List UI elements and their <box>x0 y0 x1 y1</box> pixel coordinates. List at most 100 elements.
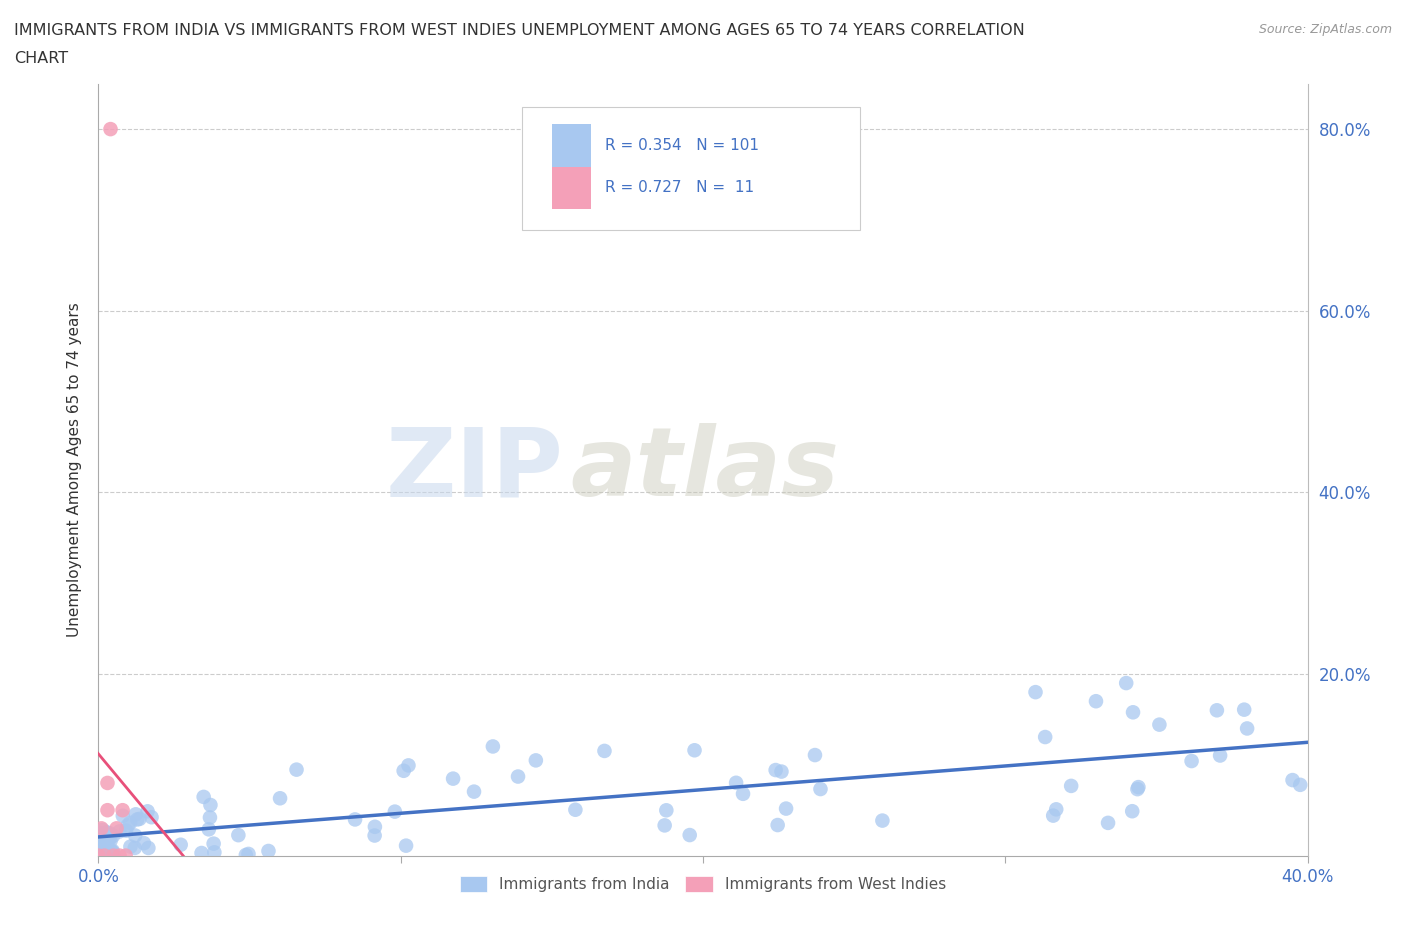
Point <box>138 841 160 856</box>
Text: IMMIGRANTS FROM INDIA VS IMMIGRANTS FROM WEST INDIES UNEMPLOYMENT AMONG AGES 65 : IMMIGRANTS FROM INDIA VS IMMIGRANTS FROM… <box>14 23 1025 38</box>
Point <box>98 826 121 841</box>
Point <box>1121 804 1143 818</box>
Point <box>524 753 547 768</box>
Point <box>654 818 676 833</box>
Text: R = 0.354   N = 101: R = 0.354 N = 101 <box>605 138 759 153</box>
Point <box>593 743 616 758</box>
Bar <box>551 166 591 209</box>
Point <box>1126 782 1149 797</box>
Legend: Immigrants from India, Immigrants from West Indies: Immigrants from India, Immigrants from W… <box>454 870 952 898</box>
Point <box>132 836 155 851</box>
Point <box>1045 802 1067 817</box>
Point <box>96 826 118 841</box>
Point <box>96 776 118 790</box>
Point <box>1097 816 1119 830</box>
Point <box>1206 703 1229 718</box>
Point <box>1033 730 1056 745</box>
Point <box>103 829 125 844</box>
Point <box>90 827 112 842</box>
Point <box>482 739 505 754</box>
Point <box>87 842 110 857</box>
Point <box>124 828 146 843</box>
Point <box>1085 694 1108 709</box>
Point <box>770 764 793 779</box>
Point <box>810 781 832 796</box>
Point <box>202 845 225 860</box>
Point <box>128 812 150 827</box>
Point <box>170 837 193 852</box>
Point <box>238 846 260 861</box>
Point <box>94 836 117 851</box>
Point <box>202 836 225 851</box>
Point <box>804 748 827 763</box>
Point <box>384 804 406 819</box>
Point <box>463 784 485 799</box>
Point <box>127 812 149 827</box>
Point <box>731 787 754 802</box>
Point <box>1281 773 1303 788</box>
Point <box>257 844 280 858</box>
Text: ZIP: ZIP <box>387 423 564 516</box>
Point <box>91 822 114 837</box>
Point <box>872 813 894 828</box>
Point <box>97 846 120 861</box>
Point <box>1289 777 1312 792</box>
Point <box>108 848 131 863</box>
Point <box>96 803 118 817</box>
Point <box>94 830 117 845</box>
Point <box>364 819 387 834</box>
Point <box>235 847 257 862</box>
Point <box>198 810 221 825</box>
Point <box>1128 779 1150 794</box>
Point <box>1233 702 1256 717</box>
FancyBboxPatch shape <box>522 107 860 231</box>
Point <box>775 801 797 816</box>
Point <box>363 828 385 843</box>
Point <box>103 848 125 863</box>
Point <box>190 845 212 860</box>
Point <box>101 844 124 858</box>
Point <box>1209 748 1232 763</box>
Point <box>125 807 148 822</box>
Text: R = 0.727   N =  11: R = 0.727 N = 11 <box>605 180 754 195</box>
Point <box>98 831 121 846</box>
Point <box>101 847 124 862</box>
Text: atlas: atlas <box>569 423 839 516</box>
Point <box>114 848 136 863</box>
Point <box>564 803 586 817</box>
Point <box>1024 684 1046 699</box>
Point <box>96 825 118 840</box>
Point <box>1180 753 1202 768</box>
Point <box>1122 705 1144 720</box>
Point <box>136 804 159 818</box>
Point <box>1236 721 1258 736</box>
Point <box>198 822 221 837</box>
Point <box>87 848 110 863</box>
Point <box>100 122 122 137</box>
Point <box>655 803 678 817</box>
Point <box>124 841 146 856</box>
Point <box>395 838 418 853</box>
Point <box>90 842 112 857</box>
Point <box>89 839 111 854</box>
Point <box>193 790 215 804</box>
Point <box>96 832 118 847</box>
Point <box>506 769 529 784</box>
Point <box>1042 808 1064 823</box>
Point <box>228 828 250 843</box>
Point <box>115 823 138 838</box>
Point <box>141 810 163 825</box>
Point <box>120 816 142 830</box>
Point <box>344 812 367 827</box>
Point <box>111 803 134 817</box>
Point <box>89 848 111 863</box>
Point <box>766 817 789 832</box>
Point <box>765 763 787 777</box>
Point <box>93 848 115 863</box>
Point <box>441 771 464 786</box>
Point <box>683 743 706 758</box>
Point <box>101 844 124 859</box>
Point <box>285 763 308 777</box>
Point <box>94 828 117 843</box>
Point <box>91 837 114 852</box>
